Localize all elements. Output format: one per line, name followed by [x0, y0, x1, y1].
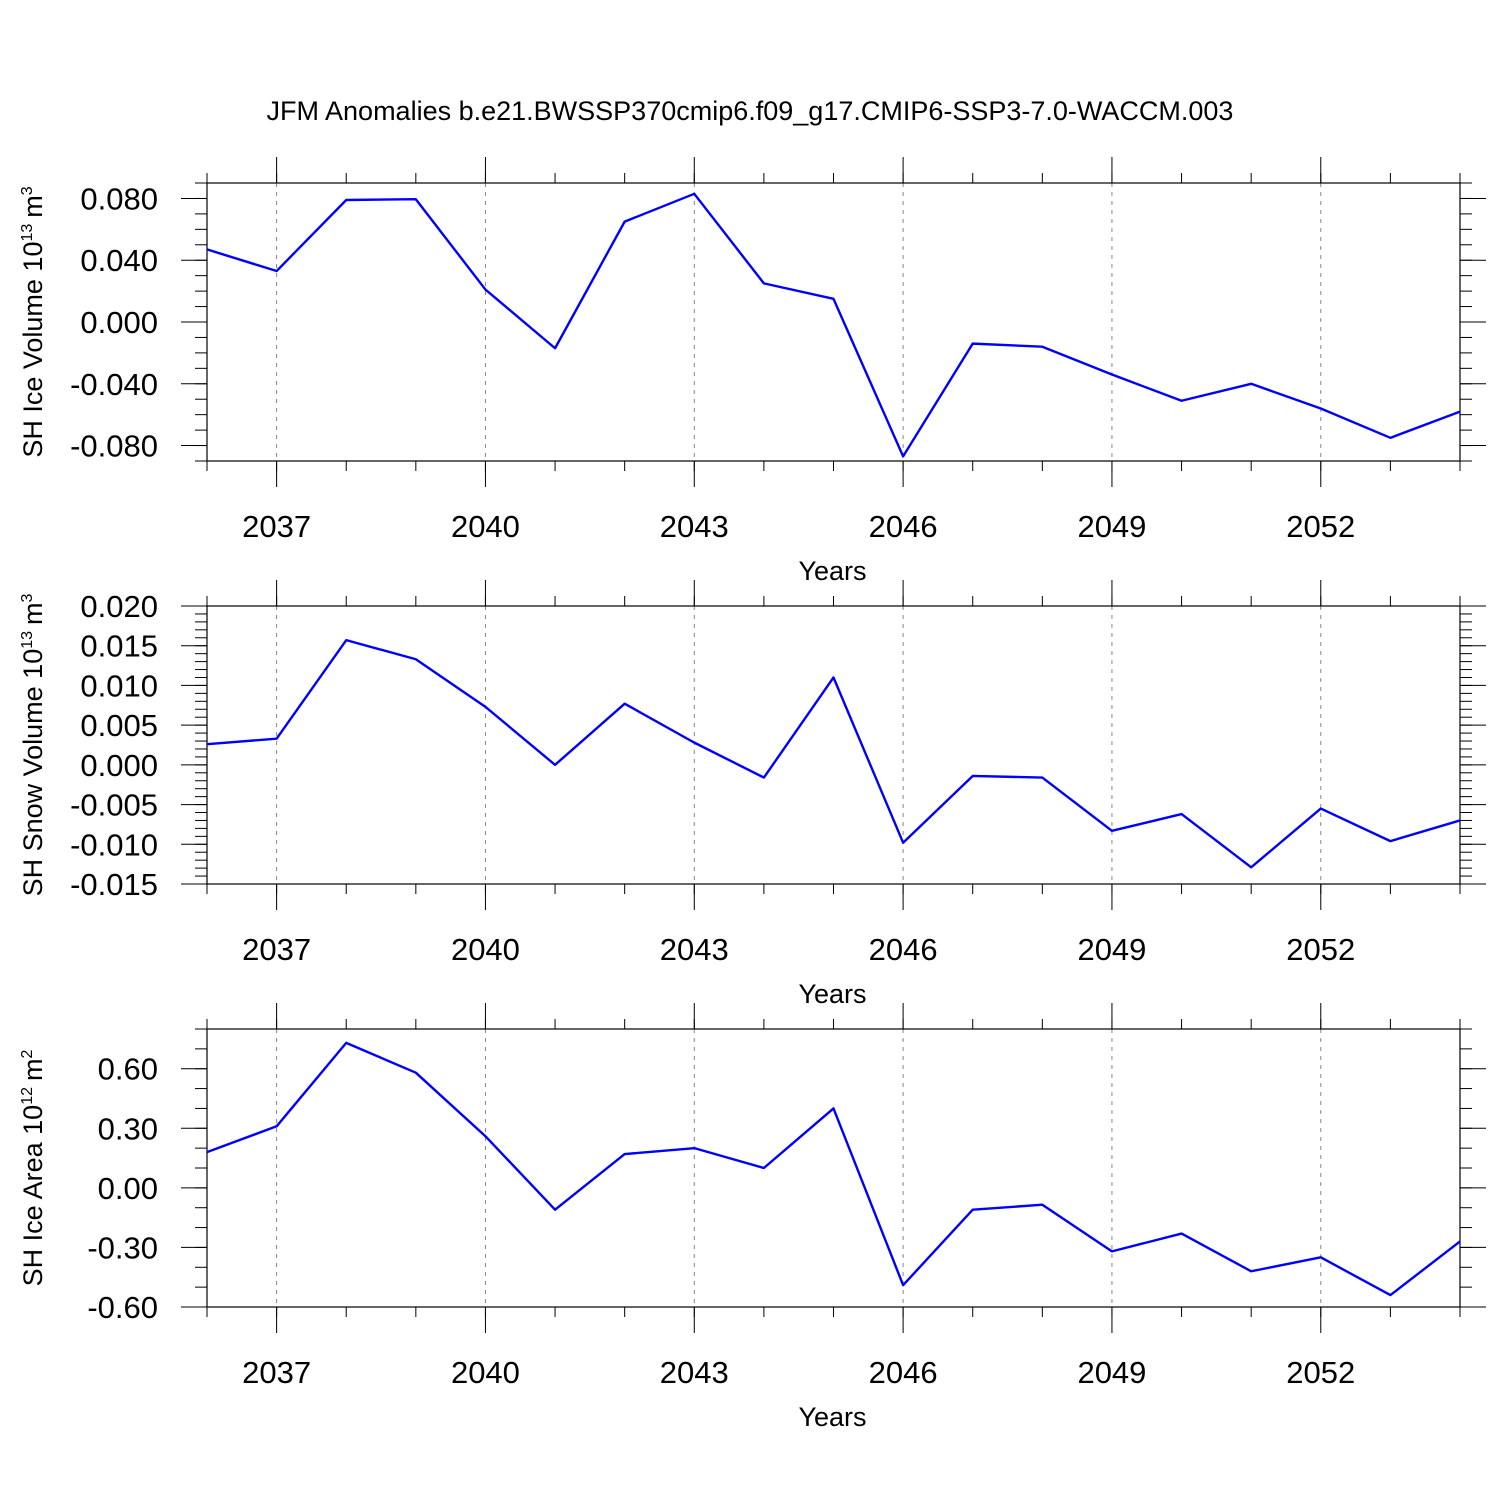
panel-2: 2037 2040 2043 2046 2049 2052 0.020 0.015 0.010 0…	[18, 580, 1486, 1009]
panel-2-x-tick-label: 2049	[1077, 932, 1146, 967]
panel-1-y-tick-label: 0.080	[80, 181, 158, 216]
panel-1-x-tick-label: 2040	[451, 509, 520, 544]
panel-2-y-tick-label: 0.010	[80, 668, 158, 703]
panel-1-y-title-main: SH Ice Volume 10	[18, 242, 48, 458]
panel-2-y-axis-title: SH Snow Volume 1013 m3	[18, 593, 48, 896]
panel-2-y-tick-label: 0.020	[80, 589, 158, 624]
panel-1-y-tick-label: -0.040	[70, 367, 158, 402]
panel-1-x-axis-title: Years	[798, 556, 866, 586]
panel-3-x-tick-label: 2043	[660, 1355, 729, 1390]
panel-1-series-line	[206, 192, 1461, 458]
panel-1: 2037 2040 2043 2046 2049 2052 0.080 0.040 0.000 -…	[18, 157, 1486, 586]
panel-1-y-tick-label: 0.040	[80, 243, 158, 278]
panel-1-y-tick-label: -0.080	[70, 429, 158, 464]
panel-1-y-tick-label: 0.000	[80, 305, 158, 340]
panel-2-frame	[206, 605, 1461, 885]
panel-1-x-tick-label: 2043	[660, 509, 729, 544]
panel-3-y-title-unit-exponent: 2	[19, 1050, 36, 1059]
panel-2-x-axis-title: Years	[798, 979, 866, 1009]
panel-2-x-tick-label: 2046	[869, 932, 938, 967]
panel-1-x-tick-label: 2052	[1286, 509, 1355, 544]
panel-2-x-tick-label: 2037	[242, 932, 311, 967]
panel-1-y-axis-title: SH Ice Volume 1013 m3	[18, 186, 48, 457]
panel-3-y-axis-title: SH Ice Area 1012 m2	[18, 1050, 48, 1287]
panel-3-x-tick-label: 2037	[242, 1355, 311, 1390]
panel-3-y-title-exponent: 12	[19, 1087, 36, 1105]
panel-2-x-tick-label: 2052	[1286, 932, 1355, 967]
panel-1-y-title-exponent: 13	[19, 224, 36, 242]
panel-3-y-tick-label: 0.00	[98, 1171, 158, 1206]
panel-2-x-tick-label: 2040	[451, 932, 520, 967]
panel-2-y-title-unit-exponent: 3	[19, 593, 36, 602]
panel-1-x-tick-label: 2046	[869, 509, 938, 544]
panel-3-y-tick-label: -0.30	[87, 1230, 158, 1265]
panel-3-y-title-unit: m	[18, 1059, 48, 1082]
panel-3: 2037 2040 2043 2046 2049 2052 0.60 0.30 0.00 -0.3…	[18, 1003, 1486, 1432]
panel-2-y-title-exponent: 13	[19, 631, 36, 649]
panel-1-y-title-unit-exponent: 3	[19, 186, 36, 195]
panel-1-y-title-unit: m	[18, 195, 48, 218]
panel-2-y-title-main: SH Snow Volume 10	[18, 649, 48, 897]
panel-2-y-title-unit: m	[18, 602, 48, 625]
panel-3-x-tick-label: 2052	[1286, 1355, 1355, 1390]
panel-3-y-title-main: SH Ice Area 10	[18, 1105, 48, 1287]
panel-3-x-tick-label: 2049	[1077, 1355, 1146, 1390]
panel-2-y-tick-label: -0.015	[70, 867, 158, 902]
panel-3-x-tick-label: 2046	[869, 1355, 938, 1390]
panel-3-x-tick-label: 2040	[451, 1355, 520, 1390]
panel-3-series-line	[206, 1041, 1461, 1297]
panel-2-y-tick-label: 0.005	[80, 708, 158, 743]
panel-3-y-tick-label: 0.30	[98, 1111, 158, 1146]
panel-3-frame	[206, 1028, 1461, 1308]
panel-3-y-tick-label: 0.60	[98, 1052, 158, 1087]
panel-2-y-tick-label: 0.015	[80, 629, 158, 664]
panel-3-x-axis-title: Years	[798, 1402, 866, 1432]
panel-2-x-tick-label: 2043	[660, 932, 729, 967]
panel-2-y-tick-label: 0.000	[80, 748, 158, 783]
panel-2-series-line	[206, 638, 1461, 869]
figure-title: JFM Anomalies b.e21.BWSSP370cmip6.f09_g1…	[267, 96, 1234, 126]
panel-1-x-tick-label: 2049	[1077, 509, 1146, 544]
panel-1-frame	[206, 182, 1461, 462]
panel-2-y-tick-label: -0.010	[70, 827, 158, 862]
panel-3-y-tick-label: -0.60	[87, 1290, 158, 1325]
panel-2-y-tick-label: -0.005	[70, 788, 158, 823]
panel-1-x-tick-label: 2037	[242, 509, 311, 544]
